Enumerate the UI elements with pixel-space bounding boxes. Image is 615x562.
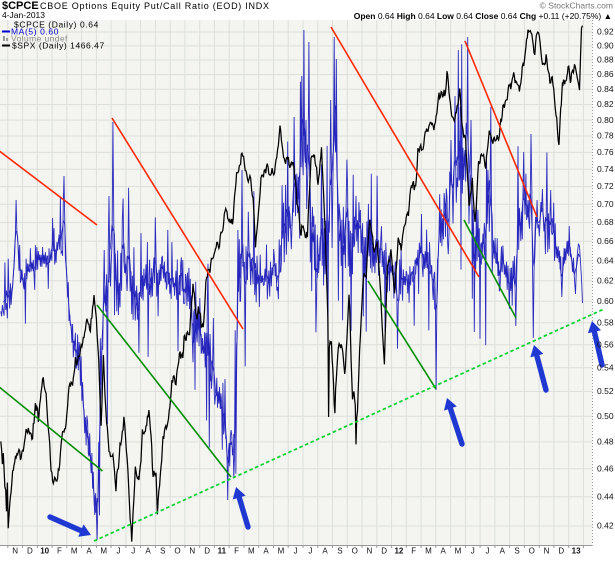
- svg-text:N: N: [12, 547, 18, 556]
- svg-text:J: J: [131, 547, 135, 556]
- svg-text:O: O: [174, 547, 180, 556]
- svg-text:S: S: [514, 547, 519, 556]
- svg-text:A: A: [322, 547, 328, 556]
- svg-text:J: J: [486, 547, 490, 556]
- svg-text:0.64: 0.64: [597, 255, 614, 265]
- svg-text:0.70: 0.70: [597, 199, 614, 209]
- svg-text:J: J: [471, 547, 475, 556]
- svg-text:0.66: 0.66: [597, 236, 614, 246]
- svg-text:O: O: [352, 547, 358, 556]
- svg-text:0.44: 0.44: [597, 491, 614, 501]
- svg-text:© StockCharts.com: © StockCharts.com: [540, 1, 613, 11]
- svg-text:0.46: 0.46: [597, 463, 614, 473]
- svg-text:D: D: [381, 547, 387, 556]
- svg-text:0.92: 0.92: [597, 27, 614, 37]
- svg-text:0.62: 0.62: [597, 275, 614, 285]
- svg-text:J: J: [294, 547, 298, 556]
- svg-text:M: M: [278, 547, 285, 556]
- svg-text:A: A: [441, 547, 447, 556]
- svg-text:M: M: [100, 547, 107, 556]
- svg-text:A: A: [263, 547, 269, 556]
- svg-text:0.84: 0.84: [597, 84, 614, 94]
- svg-text:A: A: [145, 547, 151, 556]
- svg-text:Open 0.64 High 0.64 Low 0.64 C: Open 0.64 High 0.64 Low 0.64 Close 0.64 …: [354, 11, 612, 21]
- svg-text:13: 13: [572, 547, 581, 556]
- svg-text:$SPX (Daily) 1466.47: $SPX (Daily) 1466.47: [12, 41, 105, 51]
- svg-text:11: 11: [218, 547, 227, 556]
- svg-text:0.88: 0.88: [597, 55, 614, 65]
- svg-text:0.48: 0.48: [597, 437, 614, 447]
- svg-text:0.86: 0.86: [597, 69, 614, 79]
- svg-text:M: M: [425, 547, 432, 556]
- svg-text:F: F: [234, 547, 239, 556]
- svg-text:12: 12: [394, 547, 403, 556]
- svg-text:0.90: 0.90: [597, 41, 614, 51]
- svg-text:0.42: 0.42: [597, 521, 614, 531]
- svg-text:10: 10: [40, 547, 49, 556]
- svg-text:0.58: 0.58: [597, 317, 614, 327]
- svg-text:J: J: [308, 547, 312, 556]
- svg-text:D: D: [27, 547, 33, 556]
- svg-text:$CPCE (Daily) 0.64: $CPCE (Daily) 0.64: [14, 20, 99, 30]
- svg-text:S: S: [160, 547, 165, 556]
- svg-text:0.50: 0.50: [597, 411, 614, 421]
- svg-text:0.78: 0.78: [597, 131, 614, 141]
- svg-text:MA(5) 0.60: MA(5) 0.60: [11, 27, 59, 37]
- svg-text:0.56: 0.56: [597, 340, 614, 350]
- svg-text:0.52: 0.52: [597, 386, 614, 396]
- svg-text:0.60: 0.60: [597, 296, 614, 306]
- svg-text:Volume undef: Volume undef: [11, 34, 68, 44]
- svg-text:A: A: [500, 547, 506, 556]
- svg-text:0.82: 0.82: [597, 99, 614, 109]
- svg-text:D: D: [558, 547, 564, 556]
- svg-text:J: J: [117, 547, 121, 556]
- svg-text:0.54: 0.54: [597, 362, 614, 372]
- svg-text:N: N: [189, 547, 195, 556]
- svg-text:M: M: [248, 547, 255, 556]
- svg-text:4-Jan-2013: 4-Jan-2013: [2, 10, 45, 20]
- svg-text:A: A: [86, 547, 92, 556]
- svg-text:0.76: 0.76: [597, 147, 614, 157]
- svg-text:O: O: [529, 547, 535, 556]
- svg-text:F: F: [411, 547, 416, 556]
- svg-text:0.74: 0.74: [597, 164, 614, 174]
- svg-text:CBOE Options Equity Put/Call R: CBOE Options Equity Put/Call Ratio (EOD)…: [40, 1, 270, 11]
- svg-text:0.72: 0.72: [597, 181, 614, 191]
- svg-text:0.68: 0.68: [597, 217, 614, 227]
- svg-text:N: N: [367, 547, 373, 556]
- svg-text:0.80: 0.80: [597, 115, 614, 125]
- svg-text:S: S: [337, 547, 342, 556]
- svg-text:M: M: [455, 547, 462, 556]
- svg-text:F: F: [57, 547, 62, 556]
- svg-text:D: D: [204, 547, 210, 556]
- svg-text:M: M: [71, 547, 78, 556]
- svg-text:N: N: [544, 547, 550, 556]
- svg-text:$CPCE: $CPCE: [2, 0, 39, 12]
